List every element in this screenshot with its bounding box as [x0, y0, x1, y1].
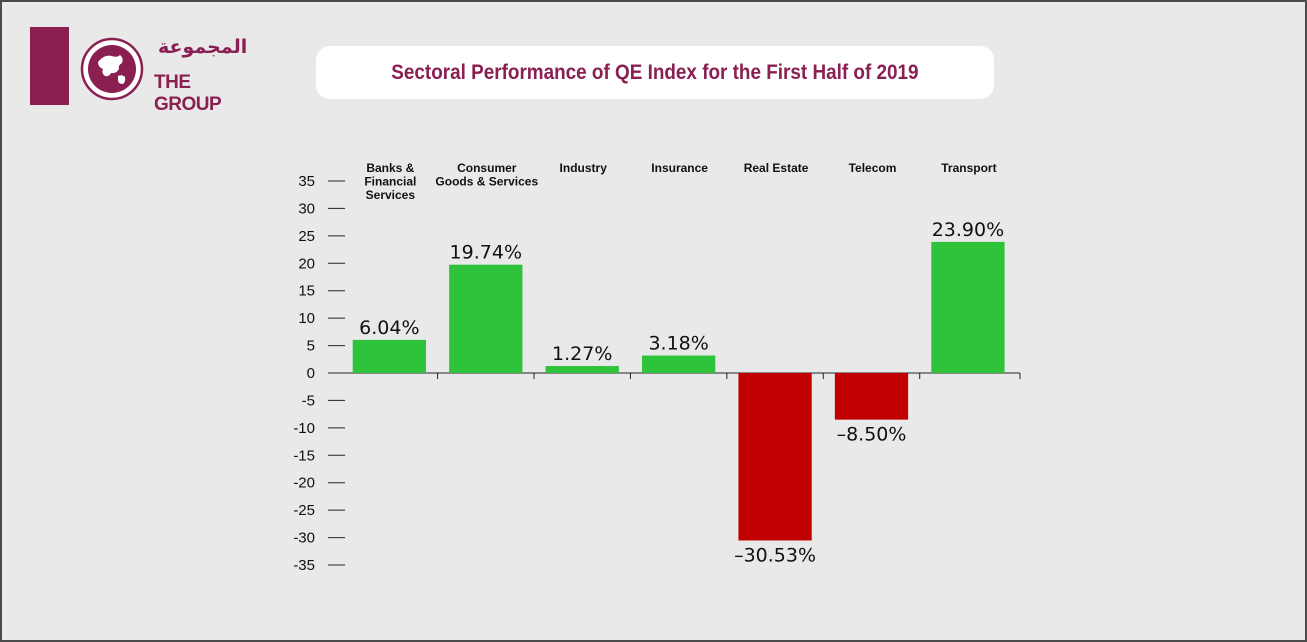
- bar: [642, 355, 716, 373]
- y-tick-label: -20: [293, 475, 315, 492]
- bar: [449, 264, 523, 373]
- data-label: 1.27%: [552, 343, 612, 365]
- category-label: Banks &: [366, 161, 414, 175]
- y-tick-label: -25: [293, 502, 315, 519]
- bar: [352, 339, 426, 373]
- group-logo: المجموعة THE GROUP: [80, 36, 250, 115]
- data-label: 6.04%: [359, 317, 419, 339]
- data-label: 19.74%: [450, 242, 522, 264]
- y-tick-label: 30: [298, 200, 315, 217]
- y-tick-label: -30: [293, 530, 315, 547]
- y-tick-label: 15: [298, 283, 315, 300]
- y-tick-label: -35: [293, 557, 315, 574]
- y-tick-label: 25: [298, 228, 315, 245]
- bar: [931, 241, 1005, 373]
- y-tick-label: -10: [293, 420, 315, 437]
- y-tick-label: 5: [307, 338, 315, 355]
- logo-arabic-text: المجموعة: [158, 36, 248, 58]
- data-label: 23.90%: [932, 219, 1004, 241]
- category-label: Consumer: [457, 161, 517, 175]
- data-label: 3.18%: [648, 333, 708, 355]
- y-tick-label: 10: [298, 310, 315, 327]
- brand-color-bar: [30, 27, 69, 105]
- chart-title: Sectoral Performance of QE Index for the…: [391, 60, 919, 84]
- y-tick-label: -5: [302, 392, 315, 409]
- bar: [545, 366, 619, 373]
- y-tick-label: 35: [298, 173, 315, 190]
- y-tick-label: 0: [307, 365, 315, 382]
- category-label: Services: [366, 188, 416, 202]
- category-label: Industry: [560, 161, 608, 175]
- bar: [834, 373, 909, 420]
- data-label: –30.53%: [734, 544, 816, 566]
- logo-latin-text: THE GROUP: [154, 72, 222, 115]
- title-banner: Sectoral Performance of QE Index for the…: [316, 46, 994, 99]
- category-label: Goods & Services: [435, 175, 538, 189]
- category-label: Transport: [941, 161, 996, 175]
- category-label: Telecom: [849, 161, 897, 175]
- category-label: Financial: [364, 175, 416, 189]
- category-label: Real Estate: [744, 161, 809, 175]
- bar: [738, 373, 812, 541]
- data-label: –8.50%: [837, 424, 907, 446]
- globe-icon: [80, 37, 144, 101]
- y-tick-label: -15: [293, 447, 315, 464]
- category-label: Insurance: [651, 161, 708, 175]
- y-tick-label: 20: [298, 255, 315, 272]
